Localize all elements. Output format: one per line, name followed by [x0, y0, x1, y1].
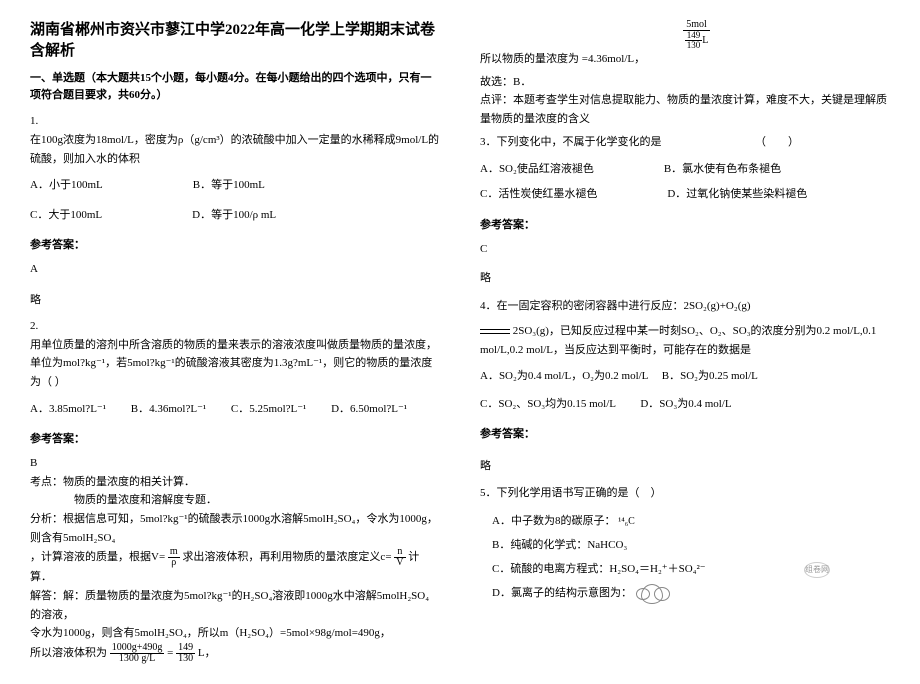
fd: 149 130 L — [683, 31, 711, 50]
q4-line2: 2SO₃(g)，已知反应过程中某一时刻SO₂、O₂、SO₃的浓度分别为0.2 m… — [480, 322, 890, 359]
q2r-choice: 故选：B． — [480, 73, 890, 92]
frac-n-v: n V — [394, 547, 405, 568]
fn: 1000g+490g — [110, 643, 165, 654]
q2r-text: 所以物质的量浓度为 =4.36mol/L， — [480, 50, 890, 69]
atom-structure-icon — [641, 584, 663, 604]
q2-jieda: 解答：解：质量物质的量浓度为5mol?kg⁻¹的H₂SO₄溶液即1000g水中溶… — [30, 587, 440, 624]
section-head: 一、单选题（本大题共15个小题，每小题4分。在每小题给出的四个选项中，只有一项符… — [30, 70, 440, 103]
q5-optB: B．纯碱的化学式：NaHCO₃ — [492, 533, 890, 557]
q4-optA: A．SO₂为0.4 mol/L，O₂为0.2 mol/L — [480, 370, 648, 382]
q3-optA: A．SO₂使品红溶液褪色 — [480, 157, 594, 181]
q1-options: A．小于100mL B．等于100mL C．大于100mL D．等于100/ρ … — [30, 174, 440, 226]
q3-ans-head: 参考答案： — [480, 216, 890, 232]
fd: 1300 g/L — [110, 654, 165, 664]
q2-num: 2. — [30, 320, 440, 332]
q2-optD: D．6.50mol?L⁻¹ — [331, 403, 407, 415]
fn2: 149 — [176, 643, 195, 654]
q4-ans-head: 参考答案： — [480, 425, 890, 441]
q1-ans-head: 参考答案： — [30, 236, 440, 252]
q5-optA: A．中子数为8的碳原子： — [492, 515, 615, 527]
frac-m-rho: m ρ — [168, 547, 180, 568]
q5-text: 5．下列化学用语书写正确的是（ ） — [480, 484, 890, 503]
q3-optB: B．氯水使有色布条褪色 — [664, 157, 781, 181]
q3-ans-body: 略 — [480, 269, 890, 288]
q2-j3-post: L， — [198, 647, 216, 659]
frac-vol: 1000g+490g 1300 g/L — [110, 643, 165, 664]
q2-j3-pre: 所以溶液体积为 — [30, 647, 107, 659]
ifd: 130 — [685, 41, 703, 50]
right-column: 5mol 149 130 L 所以物质的量浓度为 =4.36mol/L， 故选：… — [480, 20, 890, 664]
q2r-dianping: 点评：本题考查学生对信息提取能力、物质的量浓度计算，难度不大，关键是理解质量物质… — [480, 91, 890, 128]
q3-options: A．SO₂使品红溶液褪色 B．氯水使有色布条褪色 C．活性炭使红墨水褪色 D．过… — [480, 157, 890, 205]
frac-conc: 5mol 149 130 L — [683, 20, 711, 50]
pre: 所以物质的量浓度为 — [480, 53, 579, 65]
q2-kaodian: 考点：物质的量浓度的相关计算． — [30, 473, 440, 492]
left-column: 湖南省郴州市资兴市蓼江中学2022年高一化学上学期期末试卷含解析 一、单选题（本… — [30, 20, 440, 664]
q1-optA: A．小于100mL — [30, 174, 103, 196]
frac-den: ρ — [168, 558, 180, 568]
doc-title: 湖南省郴州市资兴市蓼江中学2022年高一化学上学期期末试卷含解析 — [30, 20, 440, 62]
q4-optD: D．SO₃为0.4 mol/L — [640, 398, 731, 410]
fd2: 130 — [176, 654, 195, 664]
q3-ans-letter: C — [480, 240, 890, 259]
q2r-line1: 5mol 149 130 L — [480, 20, 890, 50]
q1-optD: D．等于100/ρ mL — [192, 204, 276, 226]
frac-den2: V — [394, 558, 405, 568]
inner-frac: 149 130 — [685, 31, 703, 50]
q1-ans-body: 略 — [30, 291, 440, 310]
frac-149-130: 149 130 — [176, 643, 195, 664]
q4-options: A．SO₂为0.4 mol/L，O₂为0.2 mol/L B．SO₂为0.25 … — [480, 365, 890, 415]
q2-optB: B．4.36mol?L⁻¹ — [131, 403, 206, 415]
q1-optB: B．等于100mL — [193, 174, 265, 196]
q2-jieda3: 所以溶液体积为 1000g+490g 1300 g/L = 149 130 L， — [30, 643, 440, 664]
q4-num2: 2SO₃(g)，已知反应过程中某一时刻SO₂、O₂、SO₃的浓度分别为0.2 m… — [480, 325, 876, 356]
q1-text: 在100g浓度为18mol/L，密度为ρ（g/cm³）的浓硫酸中加入一定量的水稀… — [30, 131, 440, 168]
q4-line1: 4．在一固定容积的密闭容器中进行反应：2SO₂(g)+O₂(g) — [480, 297, 890, 316]
page-root: 湖南省郴州市资兴市蓼江中学2022年高一化学上学期期末试卷含解析 一、单选题（本… — [0, 0, 920, 684]
q2-zhuanti: 物质的量浓度和溶解度专题． — [30, 491, 440, 510]
q2-jieda2: 令水为1000g，则含有5molH₂SO₄，所以m（H₂SO₄）=5mol×98… — [30, 624, 440, 643]
q2-fenxi: 分析：根据信息可知，5mol?kg⁻¹的硫酸表示1000g水溶解5molH₂SO… — [30, 510, 440, 547]
eq: = — [167, 647, 173, 659]
q4-optB: B．SO₂为0.25 mol/L — [662, 370, 758, 382]
q1-num: 1. — [30, 115, 440, 127]
post: =4.36mol/L， — [582, 53, 645, 65]
q3-text: 3．下列变化中，不属于化学变化的是 （ ） — [480, 133, 890, 152]
q2-calc1: ，计算溶液的质量，根据V= m ρ 求出溶液体积，再利用物质的量浓度定义c= n… — [30, 547, 440, 587]
q2-optA: A．3.85mol?L⁻¹ — [30, 403, 106, 415]
q2-ans-letter: B — [30, 454, 440, 473]
q2-calc1-post: 求出溶液体积，再利用物质的量浓度定义c= — [182, 551, 391, 563]
watermark-icon: 组卷网 — [804, 561, 830, 579]
q4-optC: C．SO₂、SO₃均为0.15 mol/L — [480, 398, 616, 410]
q5-options: A．中子数为8的碳原子： ¹⁴₆C B．纯碱的化学式：NaHCO₃ C．硫酸的电… — [480, 509, 890, 606]
q2-options: A．3.85mol?L⁻¹ B．4.36mol?L⁻¹ C．5.25mol?L⁻… — [30, 398, 440, 420]
q3-optD: D．过氧化钠使某些染料褪色 — [667, 182, 807, 206]
q2-calc1-pre: ，计算溶液的质量，根据V= — [30, 551, 165, 563]
q2-optC: C．5.25mol?L⁻¹ — [231, 403, 306, 415]
equilibrium-arrow-icon — [480, 329, 510, 334]
q5-optC: C．硫酸的电离方程式：H₂SO₄＝H₂⁺＋SO₄²⁻ — [492, 557, 890, 581]
q5-optA-sym: ¹⁴₆C — [618, 516, 635, 527]
q4-num: 4．在一固定容积的密闭容器中进行反应：2SO₂(g)+O₂(g) — [480, 300, 751, 312]
q5-optD: D．氯离子的结构示意图为： — [492, 587, 632, 599]
q4-ans-body: 略 — [480, 457, 890, 476]
q1-optC: C．大于100mL — [30, 204, 102, 226]
q1-ans-letter: A — [30, 260, 440, 279]
q3-optC: C．活性炭使红墨水褪色 — [480, 182, 597, 206]
q2-ans-head: 参考答案： — [30, 430, 440, 446]
q2-text: 用单位质量的溶剂中所含溶质的物质的量来表示的溶液浓度叫做质量物质的量浓度，单位为… — [30, 336, 440, 392]
